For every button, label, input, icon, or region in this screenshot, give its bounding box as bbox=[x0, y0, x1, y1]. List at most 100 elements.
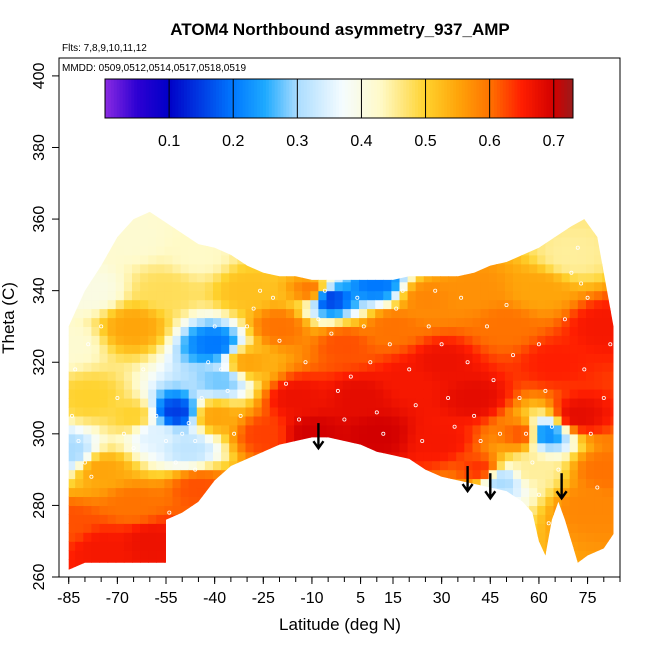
colorbar-segment bbox=[131, 79, 135, 118]
heatmap-cell bbox=[107, 541, 117, 551]
heatmap-cell bbox=[375, 219, 384, 229]
heatmap-cell bbox=[59, 532, 68, 542]
heatmap-cell bbox=[472, 496, 482, 506]
heatmap-cell bbox=[75, 568, 84, 570]
heatmap-cell bbox=[261, 451, 271, 462]
sample-point bbox=[400, 288, 405, 293]
heatmap-cell bbox=[99, 245, 109, 256]
heatmap-cell bbox=[294, 496, 303, 506]
heatmap-cell bbox=[68, 263, 76, 274]
heatmap-cell bbox=[221, 380, 230, 390]
heatmap-cell bbox=[602, 245, 611, 256]
heatmap-cell bbox=[148, 523, 157, 533]
heatmap-cell bbox=[537, 380, 546, 390]
heatmap-cell bbox=[156, 326, 165, 336]
colorbar-segment bbox=[520, 79, 524, 118]
heatmap-cell bbox=[237, 550, 247, 560]
heatmap-cell bbox=[375, 254, 384, 265]
heatmap-cell bbox=[415, 407, 425, 417]
heatmap-cell bbox=[553, 299, 563, 310]
heatmap-cell bbox=[586, 344, 595, 354]
heatmap-cell bbox=[415, 550, 425, 560]
heatmap-cell bbox=[407, 299, 417, 310]
heatmap-cell bbox=[456, 451, 465, 462]
colorbar-segment bbox=[508, 79, 512, 118]
heatmap-cell bbox=[286, 371, 295, 381]
heatmap-cell bbox=[310, 290, 319, 301]
heatmap-cell bbox=[294, 308, 303, 319]
heatmap-cell bbox=[148, 299, 157, 310]
heatmap-cell bbox=[277, 272, 287, 283]
heatmap-cell bbox=[594, 559, 603, 569]
heatmap-cell bbox=[83, 201, 92, 211]
colorbar-tick-label: 0.1 bbox=[158, 133, 180, 150]
heatmap-cell bbox=[277, 469, 287, 480]
heatmap-cell bbox=[504, 514, 514, 524]
heatmap-cell bbox=[99, 211, 109, 220]
colorbar-segment bbox=[546, 79, 550, 118]
heatmap-cell bbox=[107, 353, 117, 363]
heatmap-cell bbox=[577, 380, 587, 390]
heatmap-cell bbox=[537, 344, 546, 354]
heatmap-cell bbox=[594, 245, 603, 256]
heatmap-cell bbox=[602, 532, 611, 542]
heatmap-cell bbox=[172, 559, 182, 569]
heatmap-cell bbox=[123, 433, 133, 444]
heatmap-cell bbox=[577, 344, 587, 354]
heatmap-cell bbox=[59, 237, 68, 247]
heatmap-cell bbox=[359, 245, 368, 256]
sample-point bbox=[510, 353, 515, 358]
heatmap-cell bbox=[423, 290, 433, 301]
sample-point bbox=[163, 438, 168, 443]
heatmap-cell bbox=[140, 532, 149, 542]
heatmap-cell bbox=[91, 228, 101, 238]
heatmap-cell bbox=[423, 380, 433, 390]
heatmap-cell bbox=[334, 451, 344, 462]
heatmap-cell bbox=[456, 308, 465, 319]
heatmap-cell bbox=[342, 263, 352, 274]
heatmap-cell bbox=[156, 424, 165, 435]
heatmap-cell bbox=[602, 272, 611, 283]
heatmap-cell bbox=[91, 317, 101, 327]
heatmap-cell bbox=[480, 326, 490, 336]
colorbar-segment bbox=[181, 79, 185, 118]
colorbar-segment bbox=[140, 79, 144, 118]
colorbar-segment bbox=[356, 79, 360, 118]
colorbar-segment bbox=[394, 79, 398, 118]
heatmap-cell bbox=[115, 424, 125, 435]
sample-point bbox=[99, 324, 104, 329]
heatmap-cell bbox=[99, 407, 109, 417]
heatmap-cell bbox=[196, 478, 206, 489]
heatmap-cell bbox=[99, 389, 109, 399]
heatmap-cell bbox=[334, 272, 344, 283]
heatmap-cell bbox=[261, 496, 271, 506]
heatmap-cell bbox=[610, 487, 614, 497]
heatmap-cell bbox=[504, 299, 514, 310]
heatmap-cell bbox=[407, 407, 417, 417]
heatmap-cell bbox=[529, 389, 538, 399]
heatmap-cell bbox=[269, 263, 279, 274]
heatmap-cell bbox=[123, 326, 133, 336]
heatmap-cell bbox=[577, 487, 587, 497]
heatmap-cell bbox=[602, 514, 611, 524]
colorbar-segment bbox=[353, 79, 357, 118]
heatmap-cell bbox=[188, 514, 198, 524]
heatmap-cell bbox=[188, 424, 198, 435]
heatmap-cell bbox=[318, 541, 328, 551]
heatmap-cell bbox=[213, 299, 222, 310]
heatmap-cell bbox=[310, 380, 319, 390]
sample-point bbox=[212, 324, 217, 329]
heatmap-cell bbox=[350, 371, 360, 381]
heatmap-cell bbox=[270, 201, 279, 211]
colorbar-segment bbox=[312, 79, 316, 118]
heatmap-cell bbox=[132, 496, 141, 506]
heatmap-cell bbox=[350, 460, 360, 471]
heatmap-cell bbox=[302, 317, 311, 327]
heatmap-cell bbox=[399, 317, 409, 327]
heatmap-cell bbox=[75, 532, 84, 542]
heatmap-cell bbox=[334, 237, 344, 247]
heatmap-cell bbox=[513, 228, 522, 238]
heatmap-cell bbox=[472, 245, 482, 256]
heatmap-cell bbox=[399, 568, 409, 570]
heatmap-cell bbox=[594, 514, 603, 524]
